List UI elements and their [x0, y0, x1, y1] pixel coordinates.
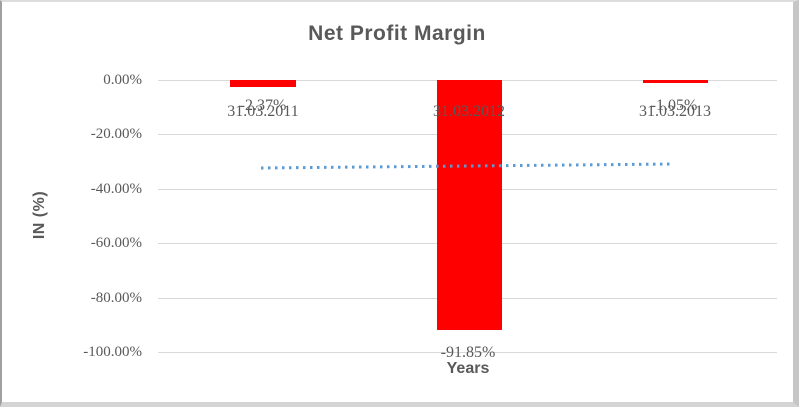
- x-category-label-2011: 31.03.2011: [227, 103, 299, 120]
- bar-2013: [643, 80, 708, 83]
- data-label-2011: -2.37%: [239, 97, 287, 114]
- x-axis-title: Years: [446, 360, 490, 377]
- y-tick-label: 0.00%: [103, 72, 142, 88]
- data-label-2012: -91.85%: [440, 344, 496, 361]
- gridline-100: [158, 352, 777, 353]
- bar-2011: [230, 80, 296, 87]
- y-tick-label: -60.00%: [90, 235, 142, 251]
- y-tick-label: -20.00%: [90, 126, 142, 142]
- y-axis-title: IN (%): [31, 190, 48, 240]
- chart-title: Net Profit Margin: [308, 22, 486, 45]
- data-label-2013: -1.05%: [650, 97, 698, 114]
- bar-2012: [437, 80, 502, 330]
- x-category-label-2013: 31.03.2013: [639, 103, 711, 120]
- y-tick-label: -80.00%: [90, 290, 142, 306]
- y-tick-label: -40.00%: [90, 181, 142, 197]
- y-tick-label: -100.00%: [83, 344, 142, 360]
- x-category-label-2012: 31.03.2012: [433, 103, 505, 120]
